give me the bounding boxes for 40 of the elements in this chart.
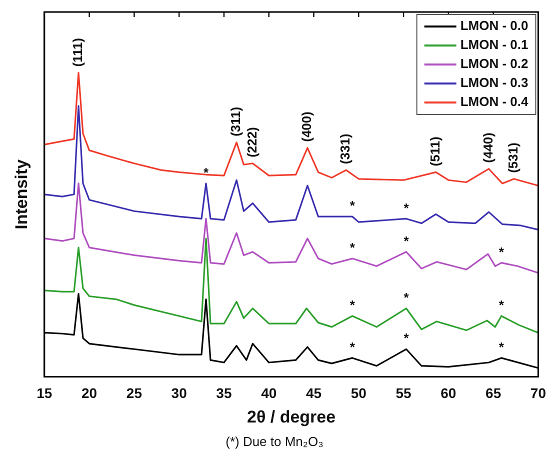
x-tick-label: 65 [486,385,502,402]
legend-label: LMON - 0.3 [460,75,528,90]
x-tick-label: 50 [350,385,367,402]
annotation: * [203,165,210,180]
annotation: (400) [299,112,314,142]
x-tick-label: 45 [306,385,322,402]
x-tick-label: 60 [440,385,456,402]
x-axis-title: 2θ / degree [247,407,336,426]
legend-label: LMON - 0.4 [460,94,529,110]
annotation: * [498,340,505,355]
legend-label: LMON - 0.2 [460,56,528,72]
annotation: (111) [70,38,86,67]
annotation: * [350,340,356,355]
x-tick-label: 35 [216,385,232,402]
annotation: * [350,298,356,313]
x-tick-label: 70 [530,385,546,402]
y-axis-title: Intensity [12,158,31,230]
annotation: (222) [244,127,260,158]
annotation: * [404,233,410,248]
x-tick-label: 15 [36,385,52,402]
annotation: * [498,244,505,260]
x-tick-label: 20 [82,385,98,402]
legend-label: LMON - 0.0 [460,18,528,34]
annotation: * [404,200,410,216]
x-tick-label: 55 [396,385,412,402]
annotation: (311) [228,106,244,136]
x-tick-label: 25 [126,385,142,402]
annotation: * [404,330,410,346]
legend-label: LMON - 0.1 [460,37,528,52]
annotation: (331) [338,134,353,164]
x-tick-label: 30 [171,385,188,402]
annotation: * [350,240,356,256]
annotation: * [498,298,505,313]
x-tick-label: 40 [261,385,277,402]
annotation: * [404,290,410,305]
annotation: (440) [480,132,496,163]
annotation: (531) [506,142,521,173]
annotation: (511) [427,136,442,166]
annotation: * [350,198,356,214]
text: (*) Due to Mn₂O₃ [224,434,324,449]
